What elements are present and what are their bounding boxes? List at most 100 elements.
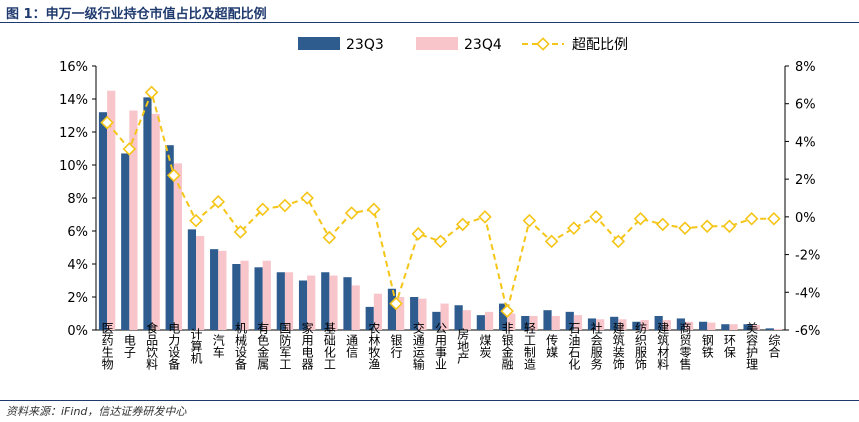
bar-23q4 [773,329,783,330]
x-tick-label: 交通运输 [411,321,425,371]
footer-divider [0,400,859,401]
bar-23q4 [462,310,471,330]
overweight-point [144,85,159,100]
bar-23q4 [107,90,116,330]
bar-23q4 [618,319,627,330]
x-tick-label: 美容护理 [745,322,759,370]
bar-23q3 [654,315,663,330]
bar-23q3 [365,306,374,330]
bar-23q4 [751,325,760,330]
bar-23q4 [707,322,716,330]
left-tick-label: 8% [67,192,88,207]
overweight-point [211,194,226,209]
x-tick-label: 电子 [122,334,136,358]
bar-23q4 [373,293,383,330]
overweight-point [678,221,692,235]
bar-23q3 [143,97,152,330]
right-tick-label: 0% [795,211,816,226]
x-tick-label: 电力设备 [167,322,181,371]
bar-23q3 [210,249,219,330]
x-tick-label: 轻工制造 [522,322,536,370]
x-tick-label: 商贸零售 [678,321,692,370]
bar-23q4 [640,320,649,330]
bar-23q4 [240,260,249,330]
bar-series [98,90,783,330]
overweight-point [500,304,514,318]
x-tick-label: 综合 [767,334,781,358]
bar-23q3 [254,267,263,330]
x-tick-label: 非银金融 [500,322,514,371]
right-tick-label: 8% [795,60,816,75]
left-tick-label: 10% [59,159,88,174]
bar-23q4 [173,163,182,330]
bar-23q3 [676,318,685,330]
x-tick-label: 石油石化 [567,322,581,371]
bar-23q4 [507,313,516,330]
overweight-point [122,142,137,156]
overweight-point [367,202,381,217]
x-tick-label: 国防军工 [278,322,292,370]
bar-23q4 [484,311,494,330]
bar-23q3 [743,324,752,330]
overweight-line [106,89,774,312]
bar-23q4 [307,275,316,330]
overweight-point [189,213,203,228]
left-tick-label: 14% [59,93,88,108]
overweight-point [544,234,559,249]
bar-23q3 [98,112,108,330]
x-tick-label: 食品饮料 [145,321,159,370]
bar-23q3 [454,305,463,330]
bar-23q3 [765,328,774,330]
overweight-point [389,296,403,311]
figure-title: 图 1：申万一级行业持仓市值占比及超配比例 [6,7,267,22]
legend-label-overweight: 超配比例 [572,37,628,53]
bar-23q4 [684,321,694,330]
x-tick-label: 农林牧渔 [367,322,381,370]
legend-swatch-23q3 [298,37,340,50]
left-tick-label: 12% [59,126,88,141]
bar-23q4 [396,297,405,330]
bar-23q3 [521,315,530,330]
bar-23q4 [596,319,605,330]
x-tick-label: 家用电器 [300,321,314,371]
overweight-point [655,217,670,232]
overweight-point [744,211,759,226]
bar-23q3 [298,280,308,330]
left-tick-label: 2% [67,291,88,306]
chart-axes: 0% 2% 4% 6% 8% 10% 12% 14% 16% -6% -4% -2% 0% 2% 4% 6% 8… [59,60,820,339]
bar-23q4 [418,298,427,330]
right-tick-label: 6% [795,98,816,113]
bar-23q3 [276,272,285,330]
x-tick-label: 房地产 [456,327,470,365]
bar-23q4 [151,113,160,330]
x-tick-label: 建筑装饰 [611,322,625,370]
x-tick-label: 通信 [345,334,359,359]
right-tick-label: -6% [795,324,820,339]
bar-line-chart: 0% 2% 4% 6% 8% 10% 12% 14% 16% -6% -4% -2% 0% 2% 4% 6% 8… [59,37,820,371]
overweight-point [767,211,781,226]
bar-23q4 [573,315,583,330]
line-series [100,85,781,318]
legend-label-23q4: 23Q4 [464,37,502,53]
bar-23q3 [165,145,174,330]
bar-23q3 [610,316,619,330]
bar-23q4 [218,250,227,330]
title-divider [0,22,859,23]
overweight-point [255,202,270,217]
overweight-point [167,168,181,183]
bar-23q3 [410,297,419,330]
bar-23q4 [440,303,449,330]
bar-23q4 [529,315,538,330]
left-tick-label: 0% [67,324,88,339]
x-tick-label: 基础化工 [322,322,336,370]
overweight-point [522,213,537,228]
bar-23q3 [632,321,641,330]
overweight-point [589,210,603,224]
x-tick-label: 计算机 [189,328,203,364]
bar-23q3 [721,324,730,330]
legend-marker [536,37,550,51]
right-tick-label: -4% [795,286,820,301]
overweight-point [100,115,114,130]
overweight-point [478,210,492,224]
overweight-point [322,230,337,245]
